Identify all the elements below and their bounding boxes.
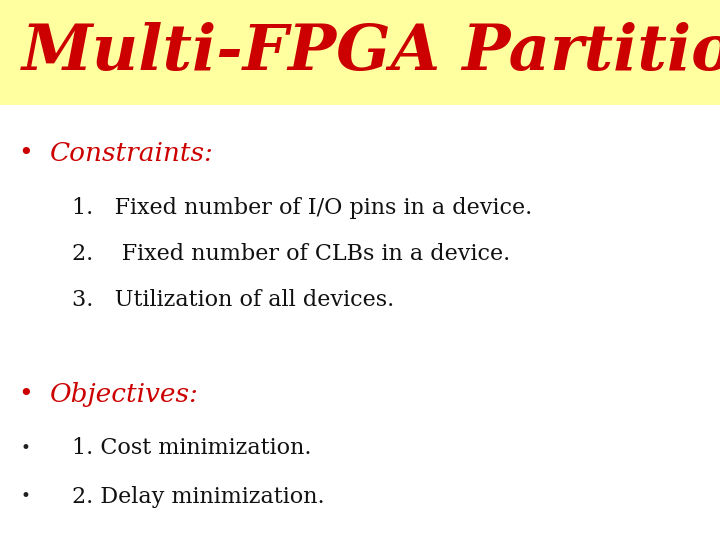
Text: •: •: [18, 143, 32, 165]
Text: Multi-FPGA Partitioning: Multi-FPGA Partitioning: [22, 22, 720, 84]
Text: •: •: [18, 383, 32, 406]
Text: 3.   Utilization of all devices.: 3. Utilization of all devices.: [72, 289, 395, 310]
Text: •: •: [20, 488, 30, 505]
Text: Constraints:: Constraints:: [50, 141, 215, 166]
Text: 2. Delay minimization.: 2. Delay minimization.: [72, 486, 325, 508]
Text: •: •: [20, 440, 30, 457]
Text: Objectives:: Objectives:: [50, 382, 199, 407]
Text: 1. Cost minimization.: 1. Cost minimization.: [72, 437, 312, 459]
Text: 2.    Fixed number of CLBs in a device.: 2. Fixed number of CLBs in a device.: [72, 243, 510, 265]
Bar: [0, 0, 720, 105]
Text: 1.   Fixed number of I/O pins in a device.: 1. Fixed number of I/O pins in a device.: [72, 197, 532, 219]
